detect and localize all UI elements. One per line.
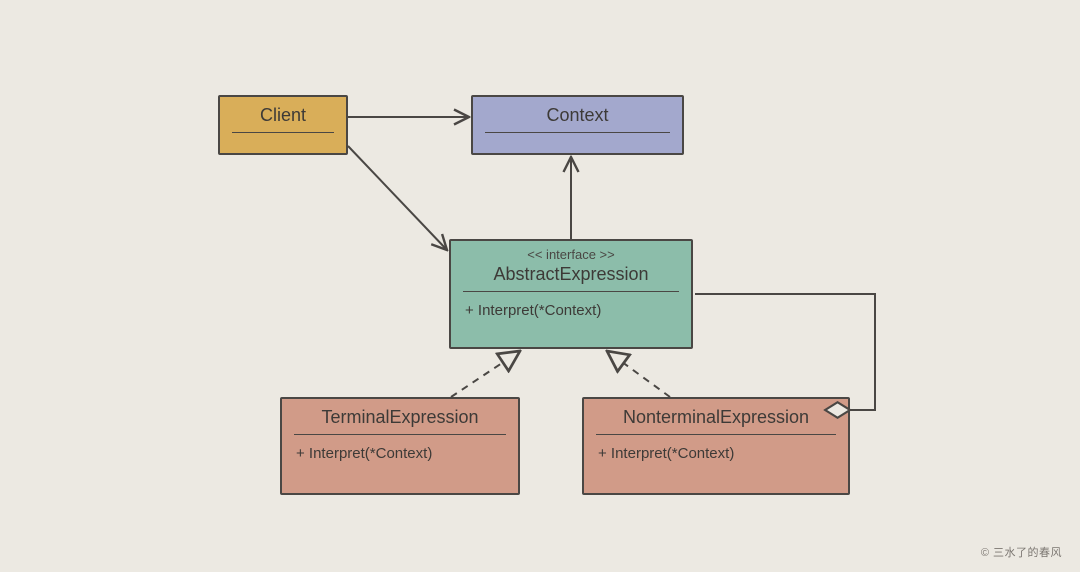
class-box-terminal-expression: TerminalExpression + Interpret(*Context) <box>280 397 520 495</box>
diagram-canvas: Client Context << interface >> AbstractE… <box>0 0 1080 572</box>
class-box-client: Client <box>218 95 348 155</box>
edge-nonterminal-abstract <box>607 351 670 397</box>
method-label: + Interpret(*Context) <box>451 292 691 331</box>
class-box-abstract-expression: << interface >> AbstractExpression + Int… <box>449 239 693 349</box>
edge-client-abstract <box>348 146 447 250</box>
watermark-text: © 三水了的春风 <box>981 544 1062 560</box>
stereotype-label: << interface >> <box>461 247 681 262</box>
class-name: Context <box>483 105 672 126</box>
class-name: TerminalExpression <box>292 407 508 428</box>
edge-aggregation-nonterminal <box>695 294 875 410</box>
divider <box>232 132 334 133</box>
method-label: + Interpret(*Context) <box>584 435 848 474</box>
class-box-nonterminal-expression: NonterminalExpression + Interpret(*Conte… <box>582 397 850 495</box>
class-name: Client <box>230 105 336 126</box>
method-label: + Interpret(*Context) <box>282 435 518 474</box>
class-box-context: Context <box>471 95 684 155</box>
class-name: NonterminalExpression <box>594 407 838 428</box>
divider <box>485 132 670 133</box>
class-name: AbstractExpression <box>461 264 681 285</box>
edge-terminal-abstract <box>451 351 520 397</box>
